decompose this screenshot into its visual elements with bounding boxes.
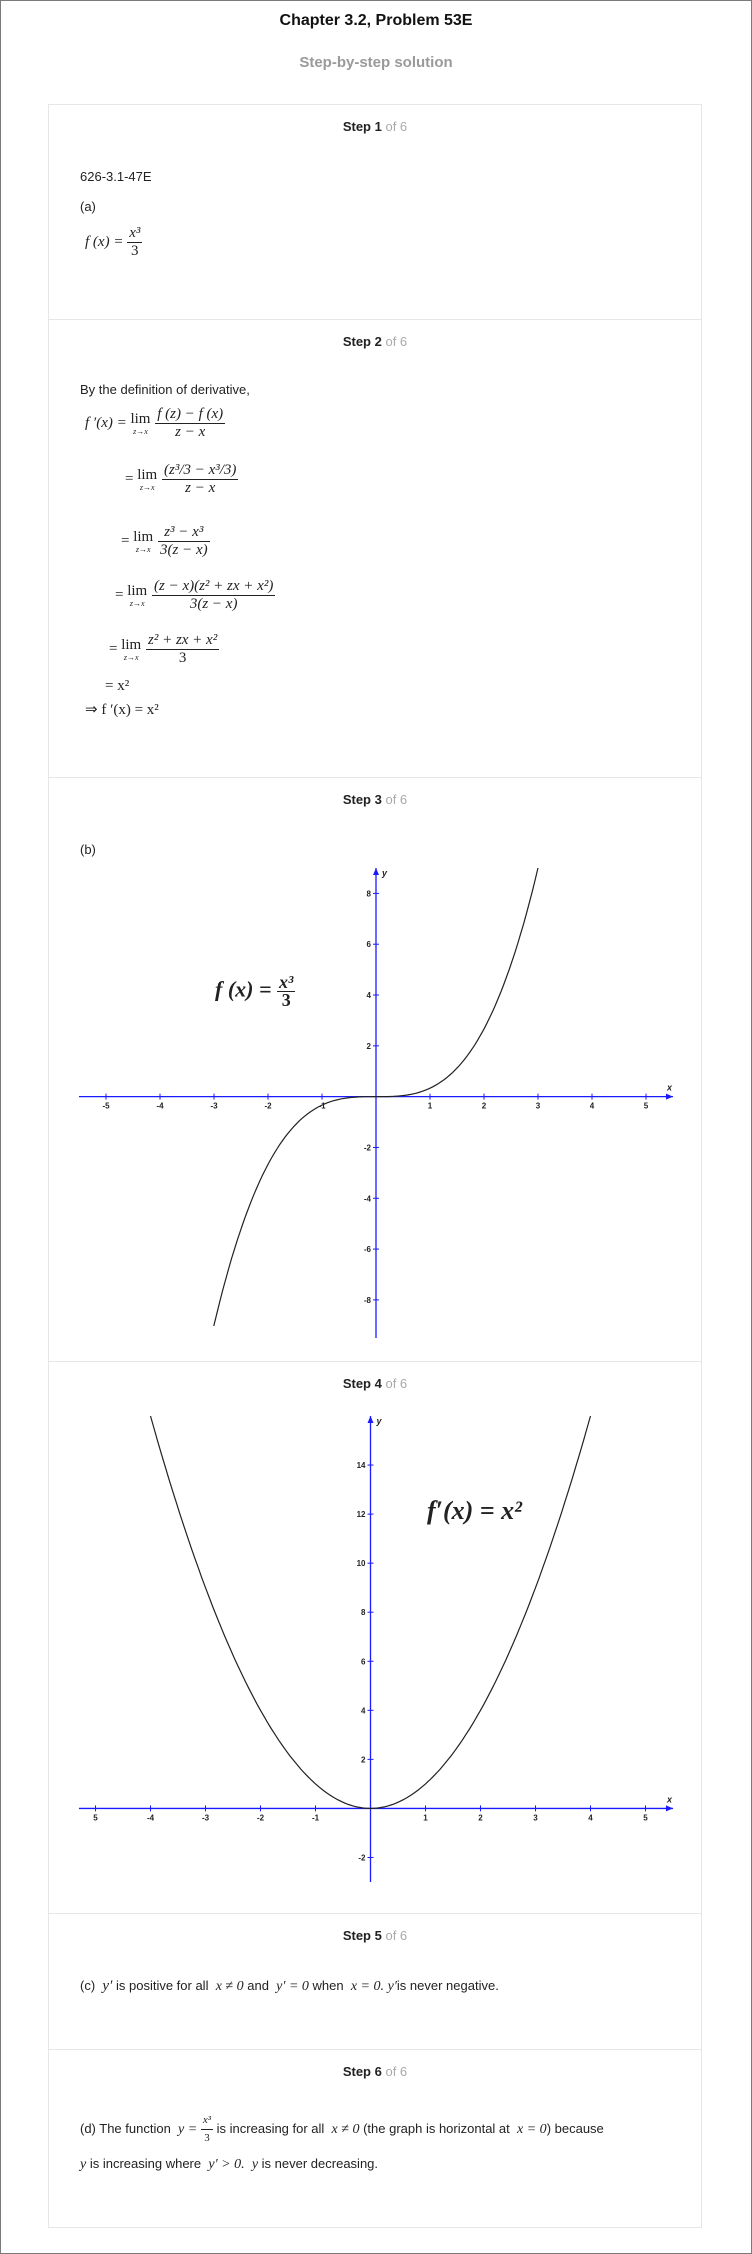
x-tick-label: 3 [536,1102,541,1111]
step-2-header: Step 2 of 6 [342,334,408,349]
x-tick-label: 1 [423,1813,428,1822]
part-b-label: (b) [80,842,96,857]
x-tick-label: -1 [318,1102,326,1111]
x-tick-label: -4 [156,1102,164,1111]
x-tick-label: 1 [428,1102,433,1111]
parabola-curve [149,1415,592,1810]
x-tick-label: -3 [210,1102,218,1111]
x-tick-label: 4 [588,1813,593,1822]
x-tick-label: -3 [202,1813,210,1822]
step-1-header: Step 1 of 6 [342,119,408,134]
x-tick-label: -5 [102,1102,110,1111]
x-tick-label: -1 [312,1813,320,1822]
y-axis-arrow [367,1416,374,1423]
derivative-intro: By the definition of derivative, [80,382,250,397]
parabola-graph-label: f′(x) = x² [427,1496,522,1525]
cubic-curve [213,868,539,1326]
y-tick-label: 4 [361,1706,366,1715]
y-tick-label: 8 [367,889,372,898]
derivative-result: ⇒ f ′(x) = x² [85,702,159,718]
step-4-card: Step 4 of 6 x y 5 -4 -3 -2 -1 1 2 3 4 5 14 12 10 8 6 4 2 -2… [48,1362,702,1914]
x-tick-label: 5 [93,1813,98,1822]
x-tick-label: -2 [257,1813,265,1822]
derivative-line-2: = lim z→x (z³/3 − x³/3) z − x [125,462,239,496]
y-tick-label: 10 [357,1559,366,1568]
page-subtitle: Step-by-step solution [299,54,453,71]
x-tick-label: 2 [478,1813,483,1822]
y-tick-label: 6 [367,940,372,949]
x-tick-label: -2 [264,1102,272,1111]
step-2-card: Step 2 of 6 By the definition of derivat… [48,320,702,778]
x-axis-arrow [666,1093,673,1100]
x-tick-label: 4 [590,1102,595,1111]
derivative-line-6: = x² [105,678,130,694]
y-tick-label: 8 [361,1608,366,1617]
x-axis-arrow [666,1805,673,1812]
x-tick-label: -4 [147,1813,155,1822]
y-tick-label: 14 [357,1461,366,1470]
step-3-card: Step 3 of 6 (b) x y -5 -4 -3 -2 -1 1 2 3 4 5 8 6 4 2 -2 -… [48,778,702,1362]
step-3-header: Step 3 of 6 [342,792,408,807]
derivative-line-5: = lim z→x z² + zx + x² 3 [109,632,220,666]
y-tick-label: 6 [361,1657,366,1666]
x-tick-label: 5 [644,1102,649,1111]
y-tick-label: 2 [367,1042,372,1051]
derivative-line-1: f ′(x) = lim z→x f (z) − f (x) z − x [85,406,226,440]
y-axis-arrow [373,868,379,875]
step-5-card: Step 5 of 6 (c) y′ is positive for all x… [48,1914,702,2050]
function-definition: f (x) = x³ 3 [85,225,143,259]
part-c-text: (c) y′ is positive for all x ≠ 0 and y′ … [80,1978,499,1994]
problem-code: 626-3.1-47E [80,169,152,184]
step-1-card: Step 1 of 6 626-3.1-47E (a) f (x) = x³ 3 [48,104,702,320]
step-5-header: Step 5 of 6 [342,1928,408,1943]
y-tick-label: 4 [367,991,372,1000]
part-a-label: (a) [80,199,96,214]
y-axis-label: y [376,1416,383,1426]
y-tick-label: -4 [364,1194,372,1203]
part-d-line-2: y is increasing where y′ > 0. y is never… [80,2156,379,2172]
derivative-line-3: = lim z→x z³ − x³ 3(z − x) [121,524,210,558]
step-6-card: Step 6 of 6 (d) The function y = x³ 3 is … [48,2050,702,2228]
x-tick-label: 2 [482,1102,487,1111]
step-6-header: Step 6 of 6 [342,2064,408,2079]
x-tick-label: 5 [643,1813,648,1822]
cubic-graph-label: f (x) = x³ 3 [215,972,296,1010]
y-tick-label: 2 [361,1755,366,1764]
y-tick-label: -2 [358,1853,366,1862]
derivative-line-4: = lim z→x (z − x)(z² + zx + x²) 3(z − x) [115,578,276,612]
x-tick-label: 3 [533,1813,538,1822]
cubic-graph: x y -5 -4 -3 -2 -1 1 2 3 4 5 8 6 4 2 -2 -4 -6 -8 [79,868,673,1338]
x-axis-label: x [666,1794,673,1804]
part-d-line-1: (d) The function y = x³ 3 is increasing f… [80,2114,604,2144]
y-tick-label: -6 [364,1245,372,1254]
y-tick-label: -2 [364,1143,372,1152]
y-tick-label: 12 [357,1510,366,1519]
y-axis-label: y [381,868,388,878]
step-4-header: Step 4 of 6 [342,1376,408,1391]
x-axis-label: x [666,1083,673,1093]
y-tick-label: -8 [364,1296,372,1305]
page-title: Chapter 3.2, Problem 53E [279,12,473,29]
